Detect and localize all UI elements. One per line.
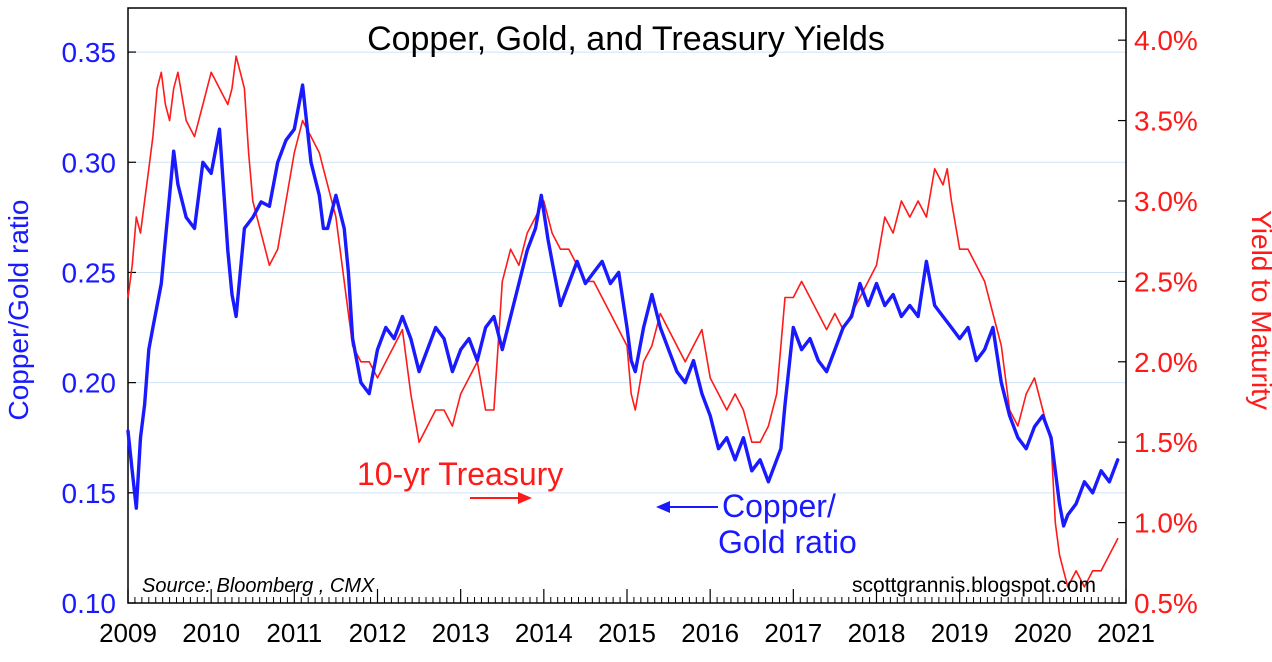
y-axis-left-label: Copper/Gold ratio xyxy=(3,199,34,420)
x-tick-label: 2014 xyxy=(515,618,573,648)
chart-title: Copper, Gold, and Treasury Yields xyxy=(367,20,885,58)
arrow-left-icon xyxy=(656,501,718,513)
x-tick-label: 2021 xyxy=(1097,618,1155,648)
right-tick-label: 0.5% xyxy=(1134,588,1198,619)
series-lines xyxy=(126,55,1120,588)
left-tick-label: 0.25 xyxy=(62,257,117,288)
x-tick-label: 2010 xyxy=(182,618,240,648)
left-tick-label: 0.15 xyxy=(62,478,117,509)
arrow-right-icon xyxy=(470,492,532,504)
x-tick-label: 2020 xyxy=(1014,618,1072,648)
x-tick-label: 2011 xyxy=(266,618,322,648)
x-tick-label: 2013 xyxy=(432,618,490,648)
x-tick-label: 2009 xyxy=(99,618,157,648)
right-tick-label: 1.0% xyxy=(1134,508,1198,539)
left-tick-label: 0.30 xyxy=(62,147,117,178)
annotation-copper-label-line1: Copper/ xyxy=(722,488,836,524)
annotation-treasury-label: 10-yr Treasury xyxy=(357,456,563,492)
copper-gold-ratio-line xyxy=(126,83,1120,528)
gridlines xyxy=(128,51,1126,494)
x-tick-label: 2016 xyxy=(681,618,739,648)
x-tick-label: 2015 xyxy=(598,618,656,648)
x-tick-label: 2019 xyxy=(931,618,989,648)
annotation-copper-label-line2: Gold ratio xyxy=(718,524,857,560)
website-note: scottgrannis.blogspot.com xyxy=(852,574,1096,597)
treasury-yield-line xyxy=(127,55,1119,588)
right-tick-label: 4.0% xyxy=(1134,25,1198,56)
y-axis-right-label: Yield to Maturity xyxy=(1246,210,1272,410)
x-tick-label: 2018 xyxy=(848,618,906,648)
right-tick-label: 1.5% xyxy=(1134,427,1198,458)
left-tick-label: 0.10 xyxy=(62,588,117,619)
x-tick-label: 2017 xyxy=(764,618,822,648)
left-tick-label: 0.35 xyxy=(62,37,117,68)
source-note: Source: Bloomberg , CMX xyxy=(142,575,375,597)
right-tick-label: 3.5% xyxy=(1134,106,1198,137)
axis-ticks: 0.10 0.15 0.20 0.25 0.30 0.35 0.5% 1.0% 1.5% 2.0%… xyxy=(62,25,1198,648)
right-tick-label: 3.0% xyxy=(1134,186,1198,217)
x-tick-label: 2012 xyxy=(349,618,407,648)
right-tick-label: 2.5% xyxy=(1134,266,1198,297)
left-tick-label: 0.20 xyxy=(62,368,117,399)
right-tick-label: 2.0% xyxy=(1134,347,1198,378)
